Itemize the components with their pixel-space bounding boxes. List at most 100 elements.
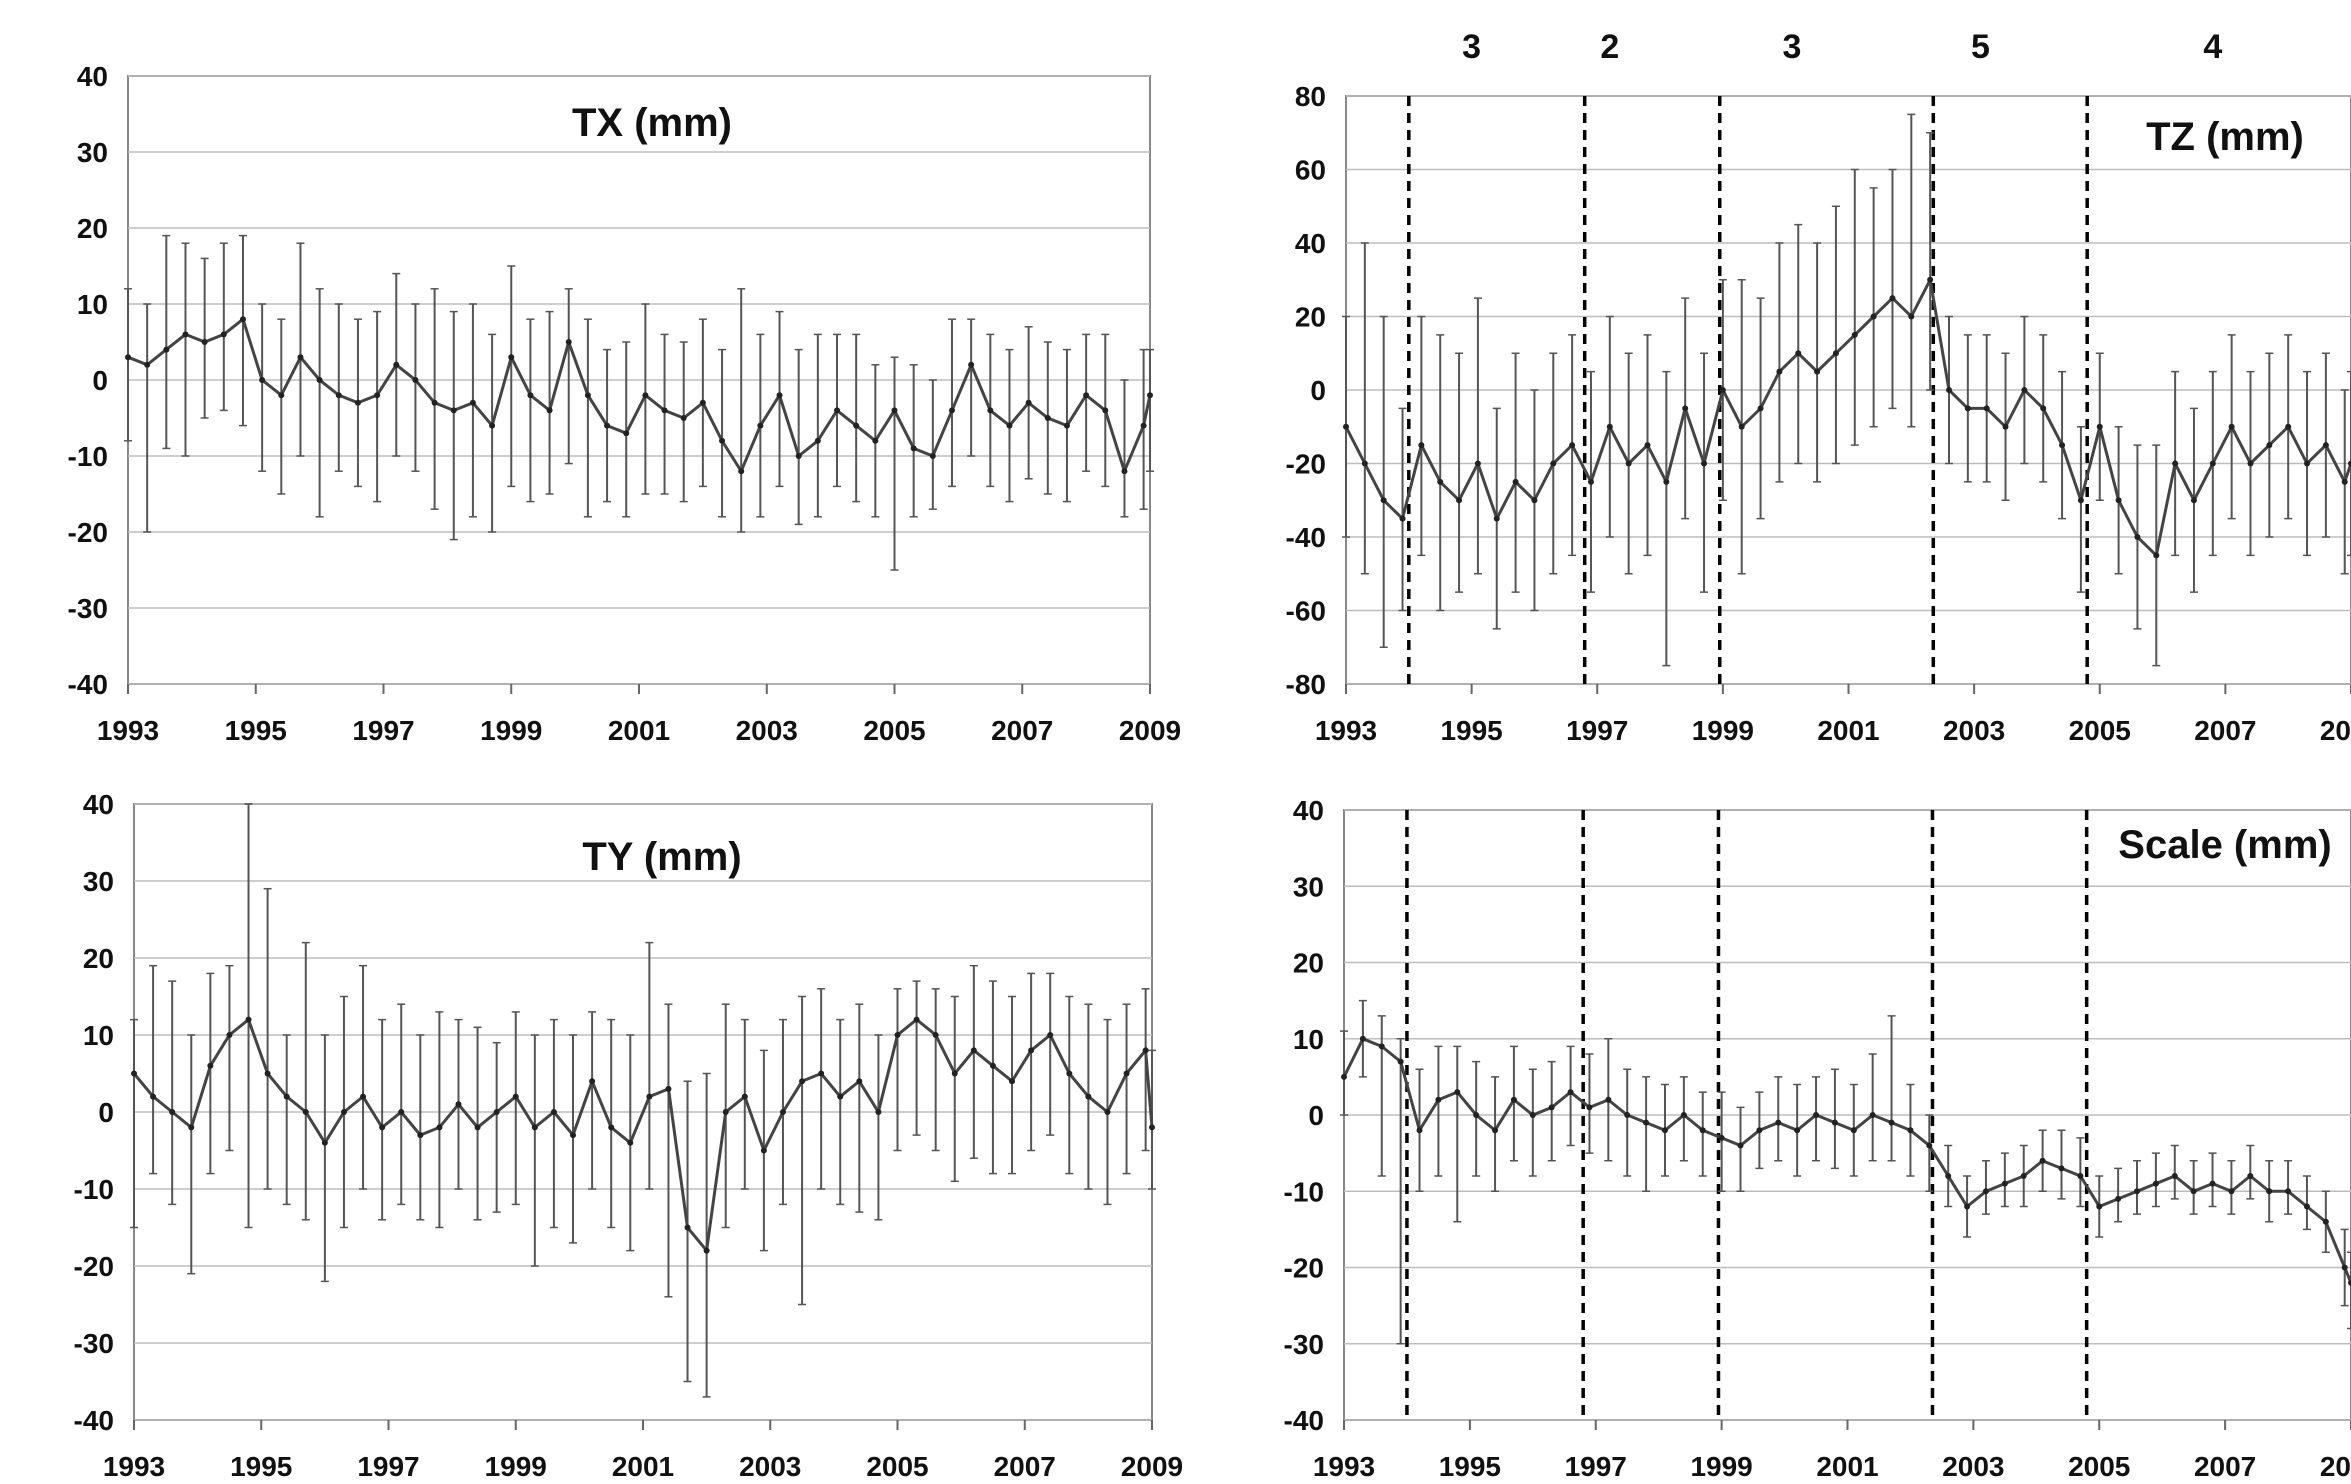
ty-data-point-9	[302, 1109, 309, 1115]
tz-data-point-13	[1587, 478, 1594, 485]
tz-y-ticks: -80 -60 -40 -20 0 20 40 60 80	[1286, 81, 1326, 700]
scale-data-point-12	[1567, 1089, 1574, 1096]
tz-data-point-41	[2115, 497, 2122, 504]
ty-data-point-27	[646, 1093, 653, 1100]
ty-x-tick-label-7: 2007	[994, 1451, 1056, 1482]
ty-data-point-49	[1066, 1070, 1073, 1077]
chart-scale: -40 -30 -20 -10 0 10 20 30 40 1993 1995 1997 1999 20…	[1284, 795, 2351, 1482]
scale-data-point-38	[2058, 1165, 2065, 1172]
tz-x-tick-label-5: 2003	[1943, 715, 2005, 746]
tx-data-point-18	[469, 399, 476, 406]
ty-x-tick-label-6: 2005	[866, 1451, 928, 1482]
tx-data-point-27	[642, 392, 649, 399]
tz-data-point-7	[1474, 460, 1481, 467]
tx-data-point-54	[1147, 392, 1153, 399]
scale-title: Scale (mm)	[2118, 823, 2331, 867]
ty-data-point-22	[550, 1109, 557, 1115]
ty-data-point-30	[703, 1247, 710, 1254]
tz-data-point-45	[2190, 497, 2197, 504]
tx-data-point-52	[1121, 468, 1128, 475]
ty-data-point-18	[474, 1124, 481, 1131]
tx-data-point-50	[1083, 392, 1090, 399]
tx-data-point-44	[968, 361, 975, 368]
ty-data-point-12	[360, 1093, 367, 1100]
tz-data-point-46	[2209, 460, 2216, 467]
tx-data-point-37	[834, 407, 841, 414]
tx-data-point-7	[259, 377, 266, 383]
tz-y-tick-label-1: -60	[1286, 596, 1326, 627]
ty-data-point-14	[398, 1109, 405, 1115]
scale-data-point-48	[2247, 1173, 2254, 1179]
tz-data-point-24	[1795, 350, 1802, 357]
scale-y-tick-label-8: 40	[1293, 795, 1324, 826]
ty-y-tick-label-6: 20	[83, 943, 114, 974]
tz-data-point-3	[1399, 515, 1406, 522]
scale-data-point-30	[1907, 1127, 1914, 1134]
tx-data-point-6	[239, 316, 246, 323]
scale-x-ticks: 1993 1995 1997 1999 2001 2003 2005 2007 2009	[1313, 1420, 2351, 1482]
tx-data-point-13	[374, 392, 381, 399]
tx-data-point-46	[1006, 422, 1013, 429]
ty-x-tick-label-8: 2009	[1121, 1451, 1183, 1482]
tz-data-point-19	[1701, 460, 1708, 467]
scale-data-point-33	[1964, 1203, 1971, 1210]
tx-data-point-40	[891, 407, 898, 414]
tx-x-tick-label-1: 1995	[225, 715, 287, 746]
tx-data-point-12	[354, 399, 361, 406]
tx-data-point-17	[450, 407, 457, 414]
tz-data-point-42	[2134, 534, 2141, 540]
tx-x-tick-label-6: 2005	[863, 715, 925, 746]
scale-y-tick-label-3: -10	[1284, 1176, 1324, 1207]
tz-data-point-23	[1776, 368, 1783, 375]
scale-data-point-11	[1548, 1104, 1555, 1111]
tz-data-point-1	[1361, 460, 1368, 467]
tz-data-point-43	[2153, 552, 2160, 559]
tx-data-point-34	[776, 392, 783, 399]
ty-data-point-51	[1104, 1109, 1111, 1115]
scale-x-tick-label-7: 2007	[2194, 1451, 2256, 1482]
ty-data-point-32	[741, 1093, 748, 1100]
tx-data-point-3	[182, 331, 189, 338]
tx-data-point-23	[565, 339, 572, 345]
tz-data-point-11	[1550, 460, 1557, 467]
tx-x-ticks: 1993 1995 1997 1999 2001 2003 2005 2007 2009	[97, 684, 1181, 746]
ty-data-point-5	[226, 1032, 233, 1038]
tz-y-tick-label-3: -20	[1286, 449, 1326, 480]
tz-data-point-15	[1625, 460, 1632, 467]
ty-data-point-35	[799, 1078, 806, 1085]
tx-data-point-22	[546, 407, 553, 414]
scale-data-point-27	[1850, 1127, 1857, 1134]
scale-y-tick-label-6: 20	[1293, 948, 1324, 979]
scale-data-point-18	[1680, 1112, 1687, 1118]
scale-data-point-25	[1813, 1112, 1820, 1118]
scale-data-point-6	[1454, 1089, 1461, 1096]
tx-data-point-42	[929, 453, 936, 459]
ty-y-tick-label-4: 0	[98, 1097, 114, 1128]
tz-data-point-18	[1682, 405, 1689, 412]
ty-y-tick-label-1: -30	[74, 1328, 114, 1359]
ty-data-point-24	[589, 1078, 596, 1085]
scale-data-point-8	[1492, 1127, 1499, 1134]
tx-title: TX (mm)	[572, 101, 732, 145]
tx-x-tick-label-3: 1999	[480, 715, 542, 746]
tx-x-tick-label-5: 2003	[736, 715, 798, 746]
tx-data-point-43	[948, 407, 955, 414]
tx-data-point-45	[987, 407, 994, 414]
tx-x-tick-label-4: 2001	[608, 715, 670, 746]
scale-data-point-40	[2096, 1203, 2103, 1210]
ty-data-point-0	[131, 1070, 137, 1077]
scale-data-point-0	[1341, 1073, 1347, 1080]
tz-data-point-6	[1456, 497, 1463, 504]
tz-segment-label-4: 4	[2203, 28, 2222, 66]
ty-data-point-46	[1009, 1078, 1016, 1085]
tx-data-point-21	[527, 392, 534, 399]
scale-y-ticks: -40 -30 -20 -10 0 10 20 30 40	[1284, 795, 1324, 1436]
scale-data-point-3	[1397, 1058, 1404, 1065]
tz-data-point-0	[1343, 423, 1349, 430]
tz-data-point-53	[2341, 478, 2348, 485]
tz-data-point-25	[1814, 368, 1821, 375]
ty-data-point-20	[512, 1093, 519, 1100]
tz-data-point-38	[2059, 442, 2066, 449]
tz-segment-labels: 3 2 3 5 4	[1462, 28, 2222, 66]
ty-data-point-17	[455, 1101, 462, 1108]
